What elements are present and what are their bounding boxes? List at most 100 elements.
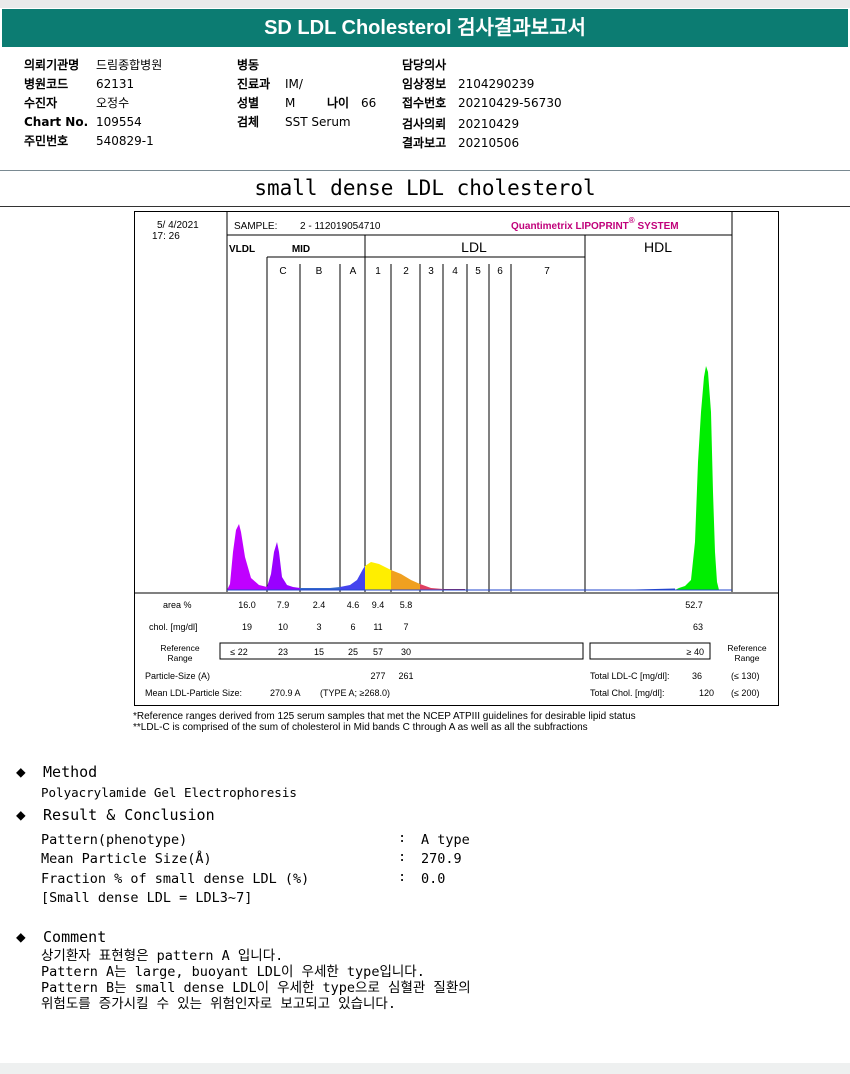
peak-mid-c (267, 542, 300, 590)
peak-ldl-1 (365, 562, 391, 590)
bottom-bar (0, 1063, 850, 1074)
value-report-date: 20210506 (458, 136, 520, 150)
area-ldl-2: 5.8 (400, 600, 413, 610)
area-ldl-1: 9.4 (372, 600, 385, 610)
label-request-date: 검사의뢰 (402, 117, 447, 131)
band-divider-lines (226, 212, 733, 592)
area-mid-a: 4.6 (347, 600, 360, 610)
mean-size-value: 270.9 A (270, 688, 301, 698)
group-vldl: VLDL (229, 244, 255, 255)
peak-ldl-2 (391, 570, 420, 590)
ref-label-right-1: Reference (727, 643, 766, 653)
chol-label: chol. [mg/dl] (149, 622, 198, 632)
value-department: IM/ (285, 77, 303, 91)
peak-ldl-3 (420, 584, 443, 590)
comment-line-2: Pattern A는 large, buoyant LDL이 우세한 type입… (41, 964, 425, 980)
value-sex: M (285, 96, 296, 110)
chol-ldl-2: 7 (403, 622, 408, 632)
label-resident-no: 주민번호 (24, 134, 69, 148)
area-mid-b: 2.4 (313, 600, 326, 610)
ref-range-box-ldl (219, 642, 584, 660)
method-heading: ◆ Method (16, 762, 98, 781)
band-label-2: 2 (403, 266, 409, 277)
label-sex: 성별 (237, 96, 260, 110)
value-institution: 드림종합병원 (96, 58, 163, 72)
sample-value: 2 - 112019054710 (300, 221, 381, 232)
result-value-fraction: 0.0 (421, 871, 446, 887)
method-text: Polyacrylamide Gel Electrophoresis (41, 785, 297, 800)
patient-info-col2: 병동 진료과 IM/ 성별 M 나이 66 검체 SST Serum (237, 56, 376, 132)
ref-mid-b: 15 (314, 647, 324, 657)
area-hdl: 52.7 (685, 600, 703, 610)
band-label-7: 7 (544, 266, 550, 277)
results-table: area % 16.0 7.9 2.4 4.6 9.4 5.8 52.7 cho… (145, 600, 767, 698)
comment-line-3: Pattern B는 small dense LDL이 우세한 type으로 심… (41, 980, 471, 996)
particle-ldl-2: 261 (398, 671, 413, 681)
area-label: area % (163, 600, 192, 610)
peak-vldl (227, 524, 267, 590)
total-chol-value: 120 (699, 688, 714, 698)
result-value-pattern: A type (421, 832, 470, 848)
result-sep-2: : (398, 849, 407, 865)
peak-hdl (675, 366, 719, 590)
label-patient: 수진자 (24, 96, 58, 110)
result-sep-1: : (398, 830, 407, 846)
divider-section (0, 206, 850, 207)
value-age: 66 (361, 96, 377, 110)
label-age: 나이 (327, 96, 350, 110)
brand-name: Quantimetrix LIPOPRINT® SYSTEM (511, 216, 679, 232)
result-sep-3: : (398, 869, 407, 885)
report-time: 17: 26 (152, 231, 180, 242)
ref-vldl: ≤ 22 (230, 647, 247, 657)
total-ldl-label: Total LDL-C [mg/dl]: (590, 671, 670, 681)
patient-info-col1: 의뢰기관명 드림종합병원 병원코드 62131 수진자 오정수 Chart No. 10… (24, 56, 162, 151)
total-ldl-value: 36 (692, 671, 702, 681)
comment-line-4: 위험도를 증가시킬 수 있는 위험인자로 보고되고 있습니다. (41, 996, 396, 1012)
area-mid-c: 7.9 (277, 600, 290, 610)
band-label-a: A (350, 266, 357, 277)
band-label-3: 3 (428, 266, 434, 277)
comment-heading: ◆ Comment (16, 927, 107, 946)
band-labels: C B A 1 2 3 4 5 6 7 (279, 266, 550, 277)
chol-mid-a: 6 (350, 622, 355, 632)
hdl-tail (634, 588, 676, 591)
result-heading: ◆ Result & Conclusion (16, 805, 215, 824)
group-mid: MID (292, 244, 310, 255)
mean-size-label: Mean LDL-Particle Size: (145, 688, 242, 698)
label-report-date: 결과보고 (402, 136, 447, 150)
band-label-b: B (316, 266, 323, 277)
ref-mid-c: 23 (278, 647, 288, 657)
report-date: 5/ 4/2021 (157, 220, 199, 231)
footnote-2: **LDL-C is comprised of the sum of chole… (133, 722, 588, 733)
band-label-c: C (279, 266, 286, 277)
divider-top (0, 170, 850, 171)
result-value-size: 270.9 (421, 851, 462, 867)
electrophoresis-trace (227, 366, 732, 591)
label-specimen: 검체 (237, 115, 260, 129)
value-request-date: 20210429 (458, 117, 520, 131)
value-resident-no: 540829-1 (96, 134, 154, 148)
chol-mid-c: 10 (278, 622, 288, 632)
label-department: 진료과 (237, 77, 271, 91)
total-ldl-ref: (≤ 130) (731, 671, 759, 681)
footnote-1: *Reference ranges derived from 125 serum… (133, 711, 636, 722)
peak-mid-a (340, 566, 365, 590)
total-chol-ref: (≤ 200) (731, 688, 759, 698)
result-label-pattern: Pattern(phenotype) (41, 832, 188, 848)
label-doctor: 담당의사 (402, 58, 447, 72)
label-clinical-info: 임상정보 (402, 77, 447, 91)
diamond-icon: ◆ (16, 927, 26, 946)
top-bar (0, 0, 850, 8)
ref-ldl-2: 30 (401, 647, 411, 657)
result-label-size: Mean Particle Size(Å) (41, 851, 212, 867)
ref-hdl: ≥ 40 (687, 647, 704, 657)
ref-label-right-2: Range (734, 653, 759, 663)
band-label-6: 6 (497, 266, 503, 277)
mean-size-type: (TYPE A; ≥268.0) (320, 688, 390, 698)
chol-vldl: 19 (242, 622, 252, 632)
group-ldl: LDL (461, 239, 487, 255)
chol-ldl-1: 11 (373, 622, 382, 632)
group-hdl: HDL (644, 239, 672, 255)
band-label-5: 5 (475, 266, 481, 277)
value-chart-no: 109554 (96, 115, 142, 129)
